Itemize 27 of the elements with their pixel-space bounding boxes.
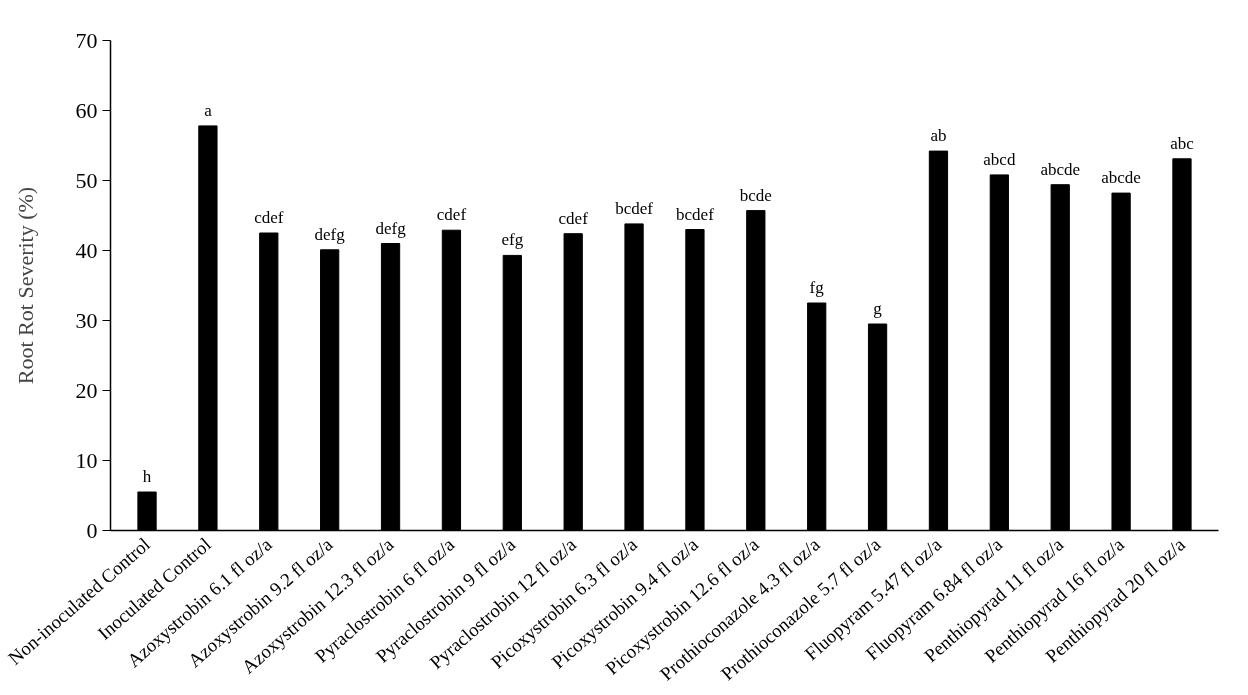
y-tick-label: 60 — [75, 97, 98, 123]
annotation: ab — [930, 126, 947, 146]
y-tick-label: 20 — [75, 377, 98, 403]
annotation: bcde — [739, 185, 772, 205]
y-tick-label: 40 — [75, 237, 98, 263]
annotation: abcde — [1040, 159, 1081, 179]
annotation: defg — [375, 218, 407, 238]
y-tick-label: 30 — [75, 307, 98, 333]
annotation: h — [142, 467, 152, 486]
annotation: g — [873, 299, 883, 318]
annotation: cdef — [254, 208, 284, 227]
annotation: efg — [501, 230, 524, 250]
y-tick-label: 0 — [86, 517, 98, 543]
annotation: defg — [314, 224, 346, 244]
y-tick-label: 50 — [75, 167, 98, 193]
y-tick-label: 10 — [75, 447, 98, 473]
annotation: abcd — [983, 149, 1016, 169]
annotation: bcdef — [615, 198, 654, 218]
annotation: cdef — [436, 205, 467, 225]
annotation: abc — [1170, 133, 1195, 153]
annotation: bcdef — [676, 204, 715, 224]
annotation: abcde — [1101, 168, 1141, 188]
annotation: a — [204, 100, 213, 120]
y-axis-title: Root Rot Severity (%) — [12, 186, 38, 385]
annotation: cdef — [558, 208, 589, 228]
annotation: fg — [809, 278, 825, 297]
y-tick-label: 70 — [75, 27, 98, 53]
